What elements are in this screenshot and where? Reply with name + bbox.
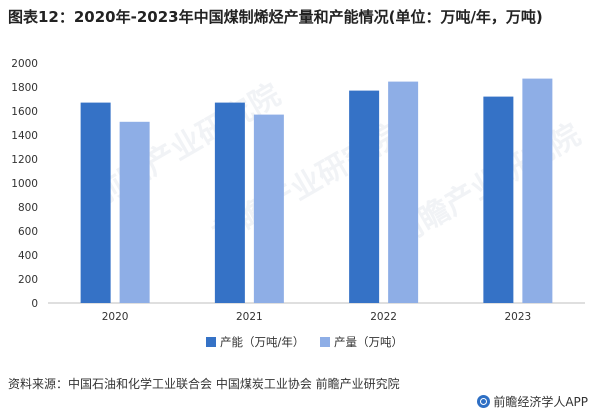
brand-label: 前瞻经济学人APP xyxy=(493,395,588,409)
y-tick-label: 400 xyxy=(18,250,38,262)
y-axis: 0 200 400 600 800 1000 1200 1400 1600 1800 2000 xyxy=(11,58,38,310)
bar-output-2021 xyxy=(253,114,284,303)
y-tick-label: 1600 xyxy=(11,106,38,118)
y-tick-label: 1800 xyxy=(11,82,38,94)
y-tick-label: 200 xyxy=(18,274,38,286)
brand: 前瞻经济学人APP xyxy=(477,393,588,410)
y-tick-label: 600 xyxy=(18,226,38,238)
bar-capacity-2021 xyxy=(214,102,245,303)
y-tick-label: 800 xyxy=(18,202,38,214)
x-tick-label: 2020 xyxy=(102,311,129,323)
bar-capacity-2020 xyxy=(80,102,111,303)
bar-capacity-2023 xyxy=(483,96,514,303)
bars xyxy=(80,78,553,303)
bar-chart: 0 200 400 600 800 1000 1200 1400 1600 1800 2000 20… xyxy=(11,58,585,349)
y-tick-label: 1000 xyxy=(11,178,38,190)
legend-label: 产量（万吨） xyxy=(334,335,403,349)
bar-capacity-2022 xyxy=(349,90,380,303)
x-tick-label: 2021 xyxy=(236,311,263,323)
source-note: 资料来源：中国石油和化学工业联合会 中国煤炭工业协会 前瞻产业研究院 xyxy=(8,377,400,391)
bar-output-2023 xyxy=(522,78,553,303)
legend-label: 产能（万吨/年） xyxy=(220,335,304,349)
legend-swatch xyxy=(320,337,330,347)
bar-output-2022 xyxy=(388,81,419,303)
chart-title: 图表12：2020年-2023年中国煤制烯烃产量和产能情况(单位：万吨/年，万吨… xyxy=(8,8,543,26)
x-tick-label: 2023 xyxy=(505,311,532,323)
legend-swatch xyxy=(206,337,216,347)
y-tick-label: 2000 xyxy=(11,58,38,70)
legend: 产能（万吨/年） 产量（万吨） xyxy=(206,335,403,349)
x-axis: 2020 2021 2022 2023 xyxy=(102,311,531,323)
bar-output-2020 xyxy=(119,121,150,303)
y-tick-label: 1200 xyxy=(11,154,38,166)
x-tick-label: 2022 xyxy=(370,311,397,323)
y-tick-label: 0 xyxy=(31,298,38,310)
y-tick-label: 1400 xyxy=(11,130,38,142)
qianzhan-logo-icon xyxy=(477,395,491,408)
